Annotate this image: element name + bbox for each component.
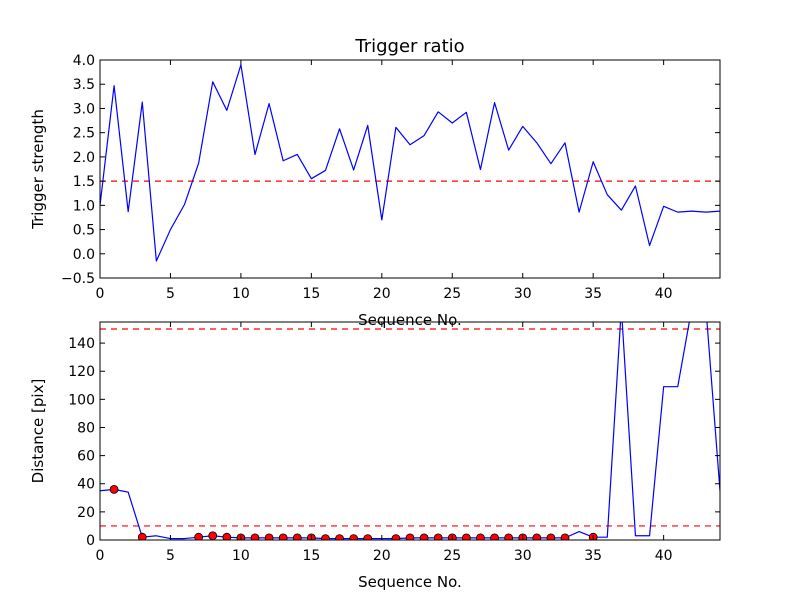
chart-1-x-tick-label-5: 20 bbox=[373, 286, 391, 302]
chart-1-y-tick-label-4: 1.0 bbox=[73, 198, 95, 214]
chart-2-x-tick-label-3: 10 bbox=[232, 548, 250, 564]
chart-1-plot-area bbox=[100, 64, 720, 262]
chart-2-point-14 bbox=[349, 534, 359, 540]
chart-1-x-tick-label-9: 40 bbox=[655, 286, 673, 302]
chart-2-point-24 bbox=[504, 533, 514, 540]
chart-2-point-21 bbox=[461, 533, 471, 540]
chart-2-x-tick-label-8: 35 bbox=[584, 548, 602, 564]
chart-2-x-tick-label-2: 5 bbox=[166, 548, 175, 564]
chart-1-y-tick-label-7: 2.5 bbox=[73, 126, 95, 142]
chart-2-y-tick-label-7: 120 bbox=[68, 364, 95, 380]
chart-2-point-23 bbox=[490, 533, 499, 540]
chart-1-title: Trigger ratio bbox=[354, 36, 464, 57]
chart-2-point-1 bbox=[109, 484, 119, 494]
chart-2-y-tick-label-5: 80 bbox=[77, 420, 95, 436]
chart-2-y-tick-label-4: 60 bbox=[77, 449, 95, 465]
chart-1-y-tick-label-8: 3.0 bbox=[73, 101, 95, 117]
chart-1-y-tick-label-9: 3.5 bbox=[73, 77, 95, 93]
chart-2-point-4 bbox=[208, 531, 218, 540]
chart-2-point-8 bbox=[264, 533, 274, 540]
chart-1-x-tick-label-1: 0 bbox=[96, 286, 105, 302]
chart-1: 0 5 10 15 20 25 30 35 40 −0.5 0.0 0.5 1.0 1.5 2.0 2.5 3.… bbox=[29, 36, 721, 329]
chart-2-y-axis-label: Distance [pix] bbox=[29, 379, 47, 484]
chart-1-x-axis-label: Sequence No. bbox=[358, 311, 462, 329]
chart-2-x-tick-label-9: 40 bbox=[655, 548, 673, 564]
chart-2-x-tick-label-7: 30 bbox=[514, 548, 532, 564]
chart-2-point-18 bbox=[419, 533, 429, 540]
chart-2-frame bbox=[99, 321, 721, 541]
chart-1-x-tick-label-2: 5 bbox=[166, 286, 175, 302]
chart-2-point-9 bbox=[278, 533, 288, 540]
chart-2-point-10 bbox=[292, 533, 302, 540]
chart-2-x-tick-label-6: 25 bbox=[443, 548, 461, 564]
chart-2-x-tick-label-5: 20 bbox=[373, 548, 391, 564]
chart-2-point-7 bbox=[250, 533, 260, 540]
chart-1-y-tick-label-2: 0.0 bbox=[73, 247, 95, 263]
chart-1-x-tick-label-7: 30 bbox=[514, 286, 532, 302]
chart-2-point-26 bbox=[532, 533, 542, 540]
chart-2-point-27 bbox=[546, 533, 556, 540]
chart-2-point-13 bbox=[335, 534, 344, 540]
chart-2-x-axis-label: Sequence No. bbox=[358, 573, 462, 591]
chart-1-y-tick-label-10: 4.0 bbox=[73, 53, 95, 69]
chart-1-y-tick-label-6: 2.0 bbox=[73, 150, 95, 166]
chart-1-series-line-1 bbox=[100, 64, 720, 262]
chart-1-x-tick-label-4: 15 bbox=[302, 286, 320, 302]
chart-2-point-22 bbox=[476, 533, 485, 540]
chart-2-point-15 bbox=[363, 534, 373, 540]
chart-1-y-axis-label: Trigger strength bbox=[29, 109, 47, 230]
chart-2-x-tick-label-4: 15 bbox=[302, 548, 320, 564]
chart-2-point-3 bbox=[194, 532, 204, 540]
chart-2-point-2 bbox=[137, 532, 147, 540]
chart-1-y-tick-label-1: −0.5 bbox=[61, 271, 95, 287]
chart-2-plot-area bbox=[100, 322, 720, 540]
chart-2-y-tick-label-2: 20 bbox=[77, 505, 95, 521]
chart-1-x-tick-label-8: 35 bbox=[584, 286, 602, 302]
chart-2-point-28 bbox=[560, 533, 570, 540]
plots: 0 5 10 15 20 25 30 35 40 −0.5 0.0 0.5 1.0 1.5 2.0 2.5 3.… bbox=[29, 36, 721, 591]
chart-2-point-19 bbox=[433, 533, 443, 540]
chart-1-frame bbox=[99, 59, 721, 279]
chart-2-y-tick-label-3: 40 bbox=[77, 477, 95, 493]
chart-1-x-tick-label-3: 10 bbox=[232, 286, 250, 302]
chart-2-y-tick-label-1: 0 bbox=[86, 533, 95, 549]
chart-2-x-tick-label-1: 0 bbox=[96, 548, 105, 564]
chart-2: 0 5 10 15 20 25 30 35 40 0 20 40 60 80 100 120 140 Sequen… bbox=[29, 321, 721, 591]
chart-2-point-17 bbox=[405, 533, 415, 540]
chart-1-x-tick-label-6: 25 bbox=[443, 286, 461, 302]
chart-2-y-tick-label-6: 100 bbox=[68, 392, 95, 408]
chart-2-point-5 bbox=[222, 532, 232, 540]
chart-1-y-tick-label-5: 1.5 bbox=[73, 174, 95, 190]
chart-1-y-tick-label-3: 0.5 bbox=[73, 223, 95, 239]
chart-2-point-12 bbox=[321, 534, 330, 540]
chart-2-point-16 bbox=[391, 534, 401, 540]
chart-2-y-tick-label-8: 140 bbox=[68, 336, 95, 352]
